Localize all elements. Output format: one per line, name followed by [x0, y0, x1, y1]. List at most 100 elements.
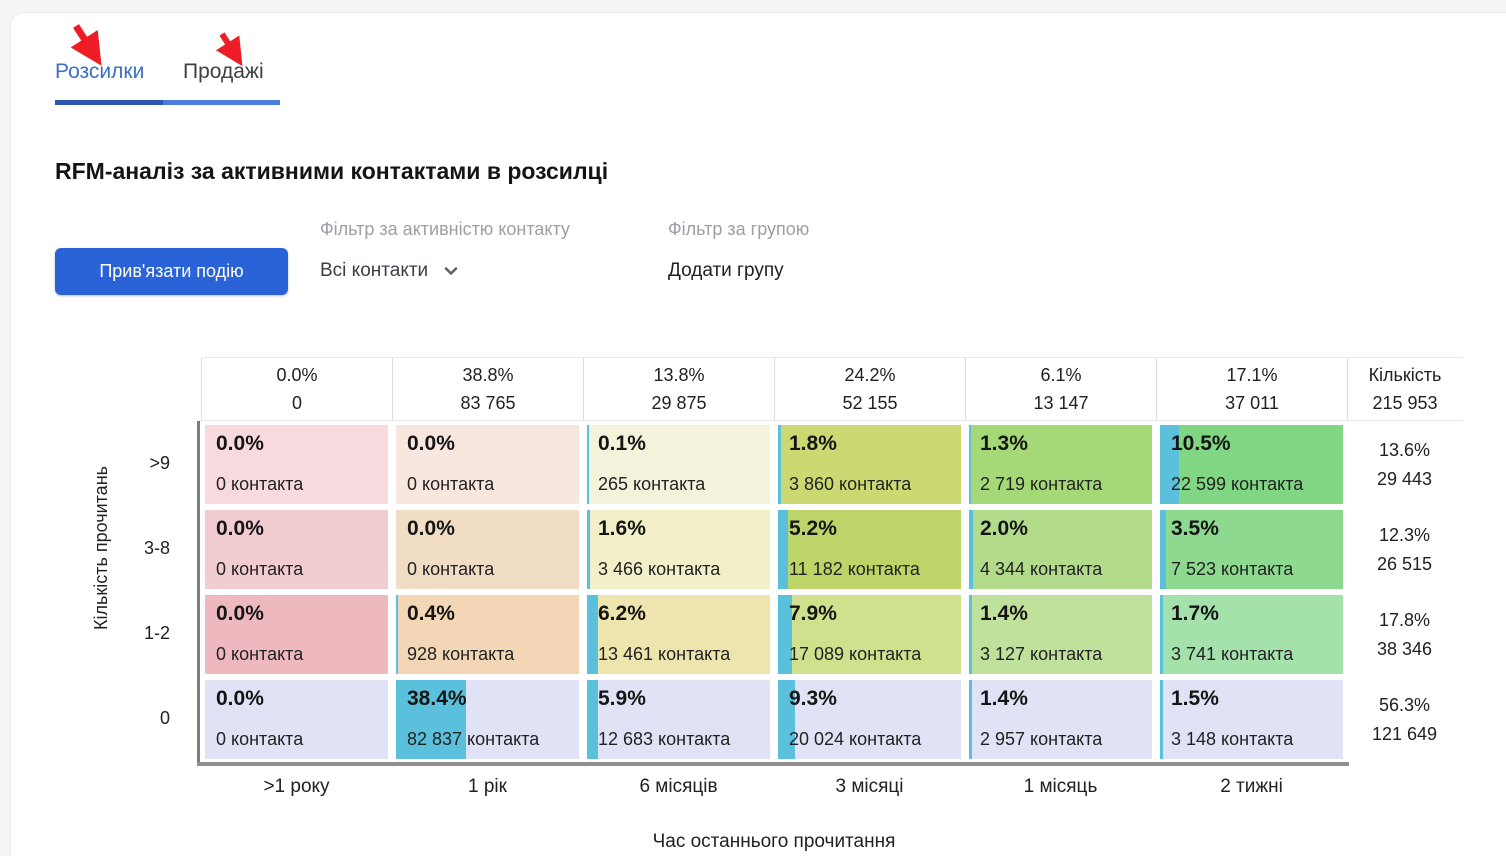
matrix-cell-wrap: 1.5% 3 148 контакта	[1156, 680, 1347, 759]
matrix-cell[interactable]: 1.7% 3 741 контакта	[1160, 595, 1343, 674]
matrix-cell[interactable]: 1.6% 3 466 контакта	[587, 510, 770, 589]
cell-percent: 0.0%	[216, 432, 264, 455]
cell-percent-bar-icon	[969, 425, 972, 504]
cell-percent: 0.0%	[407, 517, 455, 540]
activity-filter-select[interactable]: Всі контакти	[320, 260, 460, 282]
row-labels: >9 3-8 1-2 0	[58, 424, 170, 764]
cell-count: 82 837 контакта	[407, 729, 540, 749]
x-axis-tick-label: 3 місяці	[835, 776, 904, 797]
cell-count: 17 089 контакта	[789, 644, 922, 664]
cell-percent-bar-icon	[396, 680, 467, 759]
cell-percent: 1.3%	[980, 432, 1028, 455]
matrix-cell[interactable]: 1.4% 2 957 контакта	[969, 680, 1152, 759]
row-total: 13.6% 29 443	[1347, 425, 1462, 504]
matrix-cell[interactable]: 1.8% 3 860 контакта	[778, 425, 961, 504]
annotation-arrows	[70, 24, 243, 67]
cell-percent-bar-icon	[969, 510, 973, 589]
matrix-cell-wrap: 38.4% 82 837 контакта	[392, 680, 583, 759]
cell-count: 3 466 контакта	[598, 559, 721, 579]
row-total-count: 38 346	[1376, 639, 1433, 659]
row-total-count: 121 649	[1371, 724, 1438, 744]
bind-event-button[interactable]: Прив'язати подію	[55, 248, 288, 295]
matrix-cell[interactable]: 0.0% 0 контакта	[205, 510, 388, 589]
matrix-cell[interactable]: 2.0% 4 344 контакта	[969, 510, 1152, 589]
cell-percent: 3.5%	[1171, 517, 1219, 540]
cell-percent-bar-icon	[778, 680, 796, 759]
column-header-count: 37 011	[1225, 392, 1279, 413]
matrix-cell[interactable]: 0.1% 265 контакта	[587, 425, 770, 504]
cell-percent: 2.0%	[980, 517, 1028, 540]
matrix-cell-wrap: 1.7% 3 741 контакта	[1156, 595, 1347, 674]
column-header: 24.2% 52 155	[774, 358, 965, 420]
matrix-cell[interactable]: 0.0% 0 контакта	[396, 425, 579, 504]
cell-percent: 9.3%	[789, 687, 837, 710]
matrix-cell[interactable]: 0.4% 928 контакта	[396, 595, 579, 674]
cell-percent: 5.2%	[789, 517, 837, 540]
cell-percent-bar-icon	[969, 595, 972, 674]
matrix-cell[interactable]: 0.0% 0 контакта	[396, 510, 579, 589]
cell-percent-bar-icon	[778, 595, 793, 674]
tab-prodazhi-underline	[163, 100, 280, 105]
matrix-cell-wrap: 1.4% 3 127 контакта	[965, 595, 1156, 674]
cell-count: 0 контакта	[216, 559, 304, 579]
total-header-label: Кількість	[1368, 364, 1442, 385]
red-arrow-icon	[70, 24, 102, 66]
x-axis-line	[197, 762, 1349, 766]
cell-percent: 1.5%	[1171, 687, 1219, 710]
x-axis-tick-label: 6 місяців	[639, 776, 718, 797]
cell-percent-bar-icon	[969, 680, 972, 759]
matrix-cell-wrap: 0.1% 265 контакта	[583, 425, 774, 504]
cell-percent: 1.8%	[789, 432, 837, 455]
column-header: 6.1% 13 147	[965, 358, 1156, 420]
matrix-cell[interactable]: 10.5% 22 599 контакта	[1160, 425, 1343, 504]
column-header-count: 29 875	[651, 392, 707, 413]
row-label: 1-2	[143, 623, 170, 643]
matrix-cell[interactable]: 5.2% 11 182 контакта	[778, 510, 961, 589]
cell-percent: 7.9%	[789, 602, 837, 625]
matrix-cell-wrap: 0.0% 0 контакта	[201, 425, 392, 504]
cell-percent: 0.0%	[216, 602, 264, 625]
x-axis-tick-label: 1 місяць	[1023, 776, 1098, 797]
cell-count: 3 127 контакта	[980, 644, 1103, 664]
matrix-cell[interactable]: 9.3% 20 024 контакта	[778, 680, 961, 759]
matrix-cell-wrap: 5.9% 12 683 контакта	[583, 680, 774, 759]
matrix-row: 0.0% 0 контакта 38.4% 82 837 контакта 5.9% 12…	[201, 680, 1463, 759]
cell-percent-bar-icon	[778, 510, 788, 589]
matrix-cell-wrap: 0.0% 0 контакта	[201, 680, 392, 759]
y-axis-line	[197, 421, 200, 766]
matrix-row: 0.0% 0 контакта 0.0% 0 контакта 0.1% 265 конт…	[201, 425, 1463, 504]
column-header-pct: 38.8%	[462, 364, 514, 385]
cell-count: 2 719 контакта	[980, 474, 1103, 494]
matrix-cell[interactable]: 1.4% 3 127 контакта	[969, 595, 1152, 674]
cell-percent: 38.4%	[407, 687, 467, 710]
matrix-cell[interactable]: 3.5% 7 523 контакта	[1160, 510, 1343, 589]
chevron-down-icon	[444, 267, 458, 275]
add-group-link[interactable]: Додати групу	[668, 260, 784, 281]
tab-rozsylky-underline	[55, 100, 163, 105]
cell-count: 3 148 контакта	[1171, 729, 1294, 749]
matrix-cell[interactable]: 0.0% 0 контакта	[205, 425, 388, 504]
row-total-pct: 13.6%	[1378, 440, 1431, 460]
matrix-cell-wrap: 10.5% 22 599 контакта	[1156, 425, 1347, 504]
matrix-cell[interactable]: 7.9% 17 089 контакта	[778, 595, 961, 674]
matrix-cell[interactable]: 1.5% 3 148 контакта	[1160, 680, 1343, 759]
matrix-cell-wrap: 1.8% 3 860 контакта	[774, 425, 965, 504]
cell-percent: 1.4%	[980, 687, 1028, 710]
cell-count: 0 контакта	[407, 474, 495, 494]
tab-prodazhi[interactable]: Продажі	[183, 60, 264, 84]
matrix-cell[interactable]: 0.0% 0 контакта	[205, 595, 388, 674]
matrix-cell[interactable]: 5.9% 12 683 контакта	[587, 680, 770, 759]
matrix-cell[interactable]: 38.4% 82 837 контакта	[396, 680, 579, 759]
matrix-cell-wrap: 6.2% 13 461 контакта	[583, 595, 774, 674]
matrix-cell[interactable]: 1.3% 2 719 контакта	[969, 425, 1152, 504]
matrix-cell[interactable]: 6.2% 13 461 контакта	[587, 595, 770, 674]
matrix-cell-wrap: 9.3% 20 024 контакта	[774, 680, 965, 759]
matrix-cell[interactable]: 0.0% 0 контакта	[205, 680, 388, 759]
cell-count: 13 461 контакта	[598, 644, 731, 664]
row-label: 3-8	[143, 538, 170, 558]
cell-count: 11 182 контакта	[789, 559, 920, 579]
page-title: RFM-аналіз за активними контактами в роз…	[55, 158, 609, 184]
column-header: 38.8% 83 765	[392, 358, 583, 420]
activity-filter-label: Фільтр за активністю контакту	[320, 219, 570, 239]
